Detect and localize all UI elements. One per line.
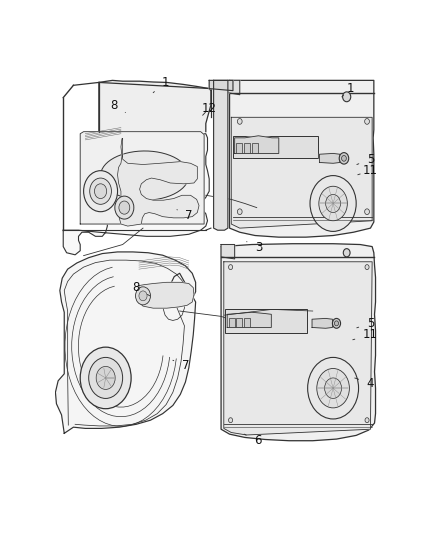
Bar (229, 318, 235, 327)
Circle shape (80, 347, 131, 409)
Circle shape (237, 209, 242, 215)
Polygon shape (230, 80, 374, 237)
Text: 4: 4 (355, 377, 374, 390)
Circle shape (365, 209, 369, 215)
Polygon shape (227, 312, 271, 327)
Bar (244, 143, 250, 153)
Circle shape (96, 366, 115, 390)
Polygon shape (235, 136, 279, 154)
Polygon shape (231, 117, 372, 228)
Text: 11: 11 (353, 328, 378, 341)
Circle shape (135, 287, 151, 305)
Circle shape (343, 248, 350, 257)
Polygon shape (228, 80, 240, 95)
Circle shape (335, 321, 339, 326)
Circle shape (325, 378, 342, 399)
Polygon shape (139, 282, 194, 308)
Text: 11: 11 (358, 164, 378, 177)
Polygon shape (101, 151, 189, 200)
Text: 5: 5 (357, 317, 374, 330)
Polygon shape (56, 252, 196, 433)
Circle shape (307, 358, 359, 419)
Bar (225, 309, 307, 333)
Text: 1: 1 (153, 76, 169, 93)
Bar (233, 136, 318, 158)
Circle shape (88, 358, 123, 399)
Polygon shape (312, 318, 332, 328)
Circle shape (342, 156, 346, 161)
Circle shape (119, 201, 130, 214)
Circle shape (325, 195, 341, 213)
Text: 1: 1 (342, 82, 354, 97)
Circle shape (310, 175, 356, 231)
Circle shape (229, 418, 233, 423)
Polygon shape (320, 154, 340, 163)
Circle shape (332, 318, 341, 328)
Text: 7: 7 (177, 209, 193, 222)
Circle shape (139, 291, 147, 301)
Bar (251, 143, 258, 153)
Circle shape (237, 118, 242, 124)
Polygon shape (224, 262, 372, 435)
Polygon shape (63, 132, 209, 255)
Text: 8: 8 (110, 99, 125, 112)
Polygon shape (99, 80, 211, 132)
Circle shape (365, 418, 369, 423)
Bar (244, 318, 250, 327)
Polygon shape (221, 245, 235, 259)
Circle shape (365, 265, 369, 270)
Circle shape (365, 118, 369, 124)
Text: 8: 8 (133, 281, 150, 296)
Polygon shape (117, 139, 199, 226)
Circle shape (319, 186, 347, 221)
Polygon shape (209, 80, 233, 91)
Circle shape (90, 178, 111, 204)
Polygon shape (214, 80, 228, 230)
Text: 12: 12 (202, 102, 217, 115)
Text: 5: 5 (357, 152, 374, 166)
Circle shape (229, 265, 233, 270)
Polygon shape (80, 132, 204, 224)
Circle shape (84, 171, 117, 212)
Circle shape (115, 196, 134, 219)
Circle shape (317, 368, 350, 408)
Text: 6: 6 (244, 434, 261, 447)
Bar (237, 143, 243, 153)
Bar (237, 318, 243, 327)
Circle shape (339, 152, 349, 164)
Circle shape (343, 92, 351, 102)
Text: 3: 3 (247, 241, 262, 254)
Circle shape (95, 184, 107, 199)
Polygon shape (221, 244, 375, 441)
Text: 7: 7 (173, 359, 189, 372)
